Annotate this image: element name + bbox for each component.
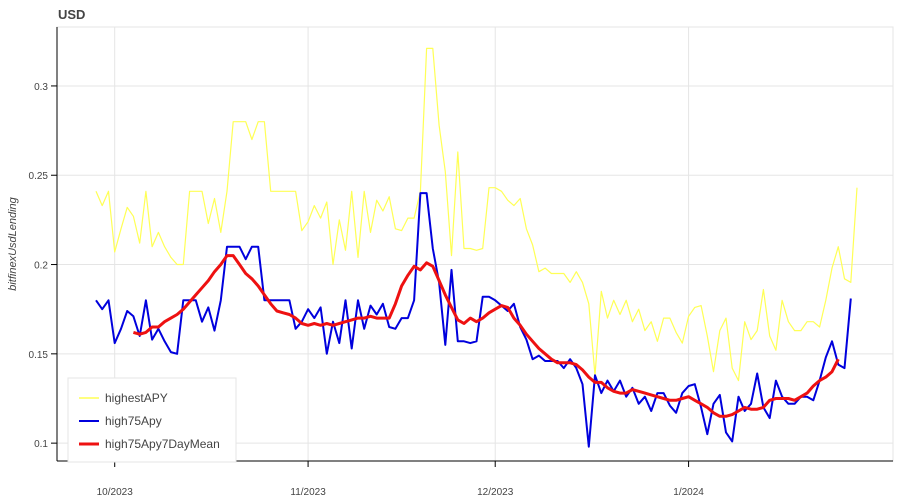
- series-line-highestAPY: [95, 47, 858, 382]
- x-tick-label: 1/2024: [673, 487, 704, 498]
- series-lines: [95, 47, 858, 448]
- legend-label-high75Apy: high75Apy: [105, 414, 162, 428]
- y-tick-label: 0.1: [34, 439, 48, 450]
- legend-label-high75Apy7DayMean: high75Apy7DayMean: [105, 437, 220, 451]
- series-line-high75Apy: [95, 192, 852, 448]
- y-axis-label: bitfinexUsdLending: [7, 196, 19, 290]
- y-tick-label: 0.25: [29, 171, 49, 182]
- x-tick-label: 10/2023: [97, 487, 134, 498]
- x-tick-label: 11/2023: [290, 487, 326, 498]
- legend-label-highestAPY: highestAPY: [105, 391, 168, 405]
- chart-title: USD: [58, 7, 85, 22]
- grid-lines: [57, 27, 893, 461]
- y-tick-label: 0.3: [34, 82, 48, 93]
- y-axis-ticks: 0.1 0.15 0.2 0.25 0.3: [29, 82, 57, 450]
- legend: highestAPY high75Apy high75Apy7DayMean: [67, 377, 237, 463]
- y-tick-label: 0.2: [34, 261, 48, 272]
- series-line-high75Apy7DayMean: [132, 254, 840, 418]
- y-tick-label: 0.15: [29, 350, 49, 361]
- x-tick-label: 12/2023: [477, 487, 514, 498]
- x-axis-ticks: 10/2023 11/2023 12/2023 1/2024: [97, 461, 704, 498]
